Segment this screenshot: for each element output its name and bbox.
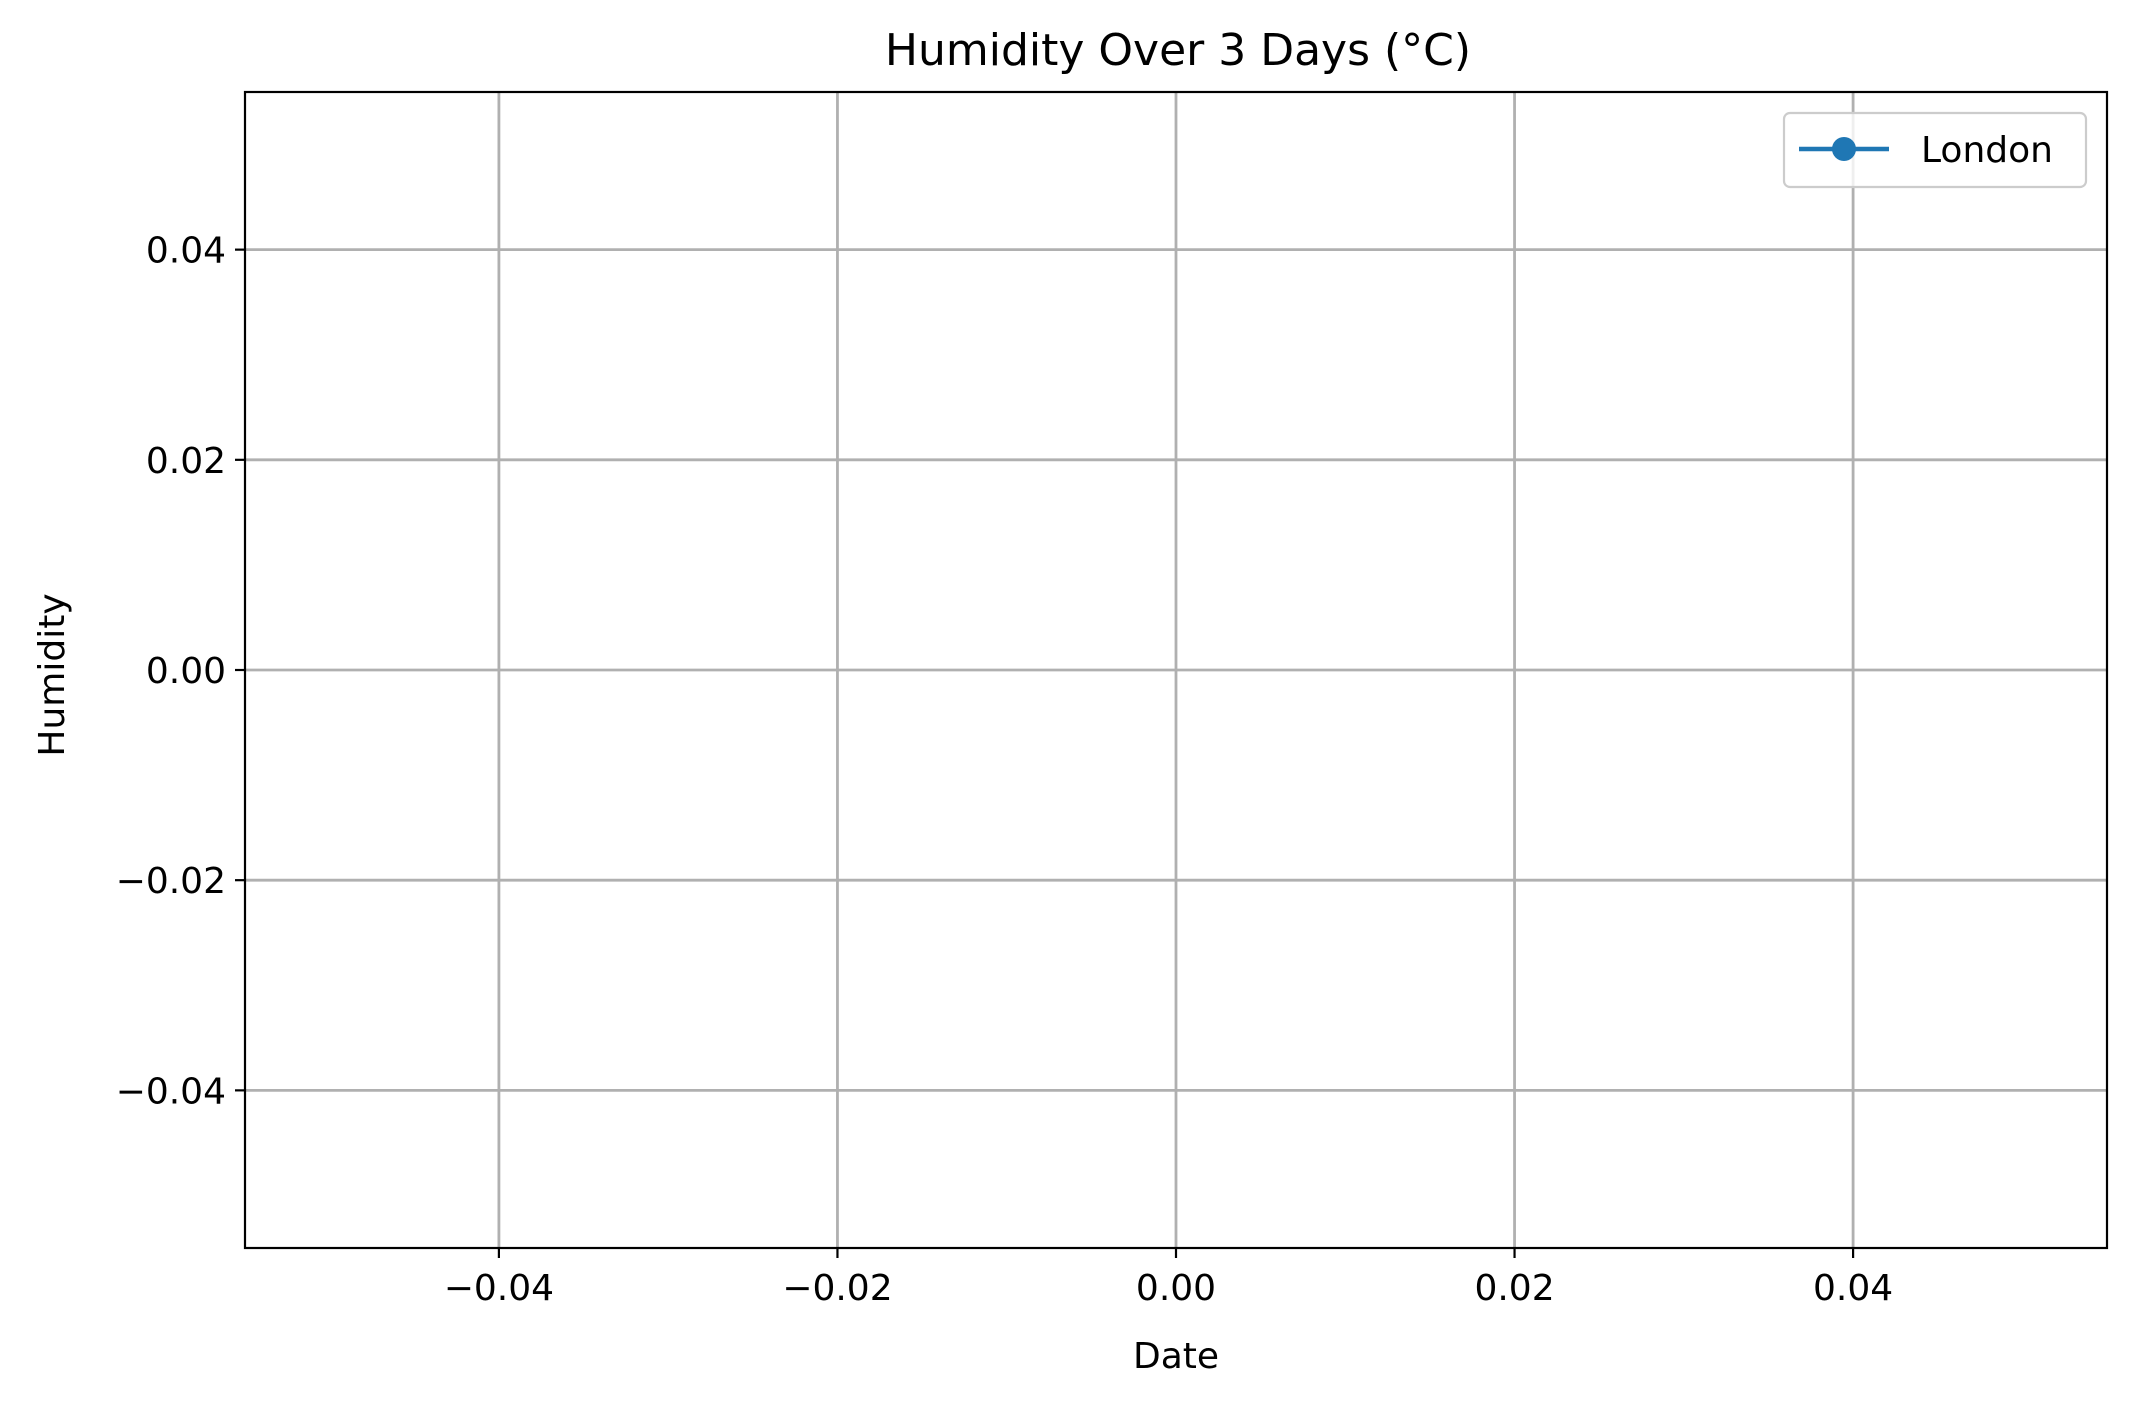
- x-axis-ticks: −0.04 −0.02 0.00 0.02 0.04: [444, 1248, 1893, 1309]
- legend: London: [1782, 111, 2088, 189]
- x-tick-label: 0.04: [1813, 1268, 1893, 1309]
- legend-marker-london: [1832, 137, 1856, 161]
- x-tick-label: 0.02: [1474, 1268, 1554, 1309]
- y-axis-label: Humidity: [32, 593, 73, 756]
- x-axis-label: Date: [1133, 1336, 1219, 1377]
- y-tick-label: 0.04: [146, 231, 226, 272]
- plot-area: [243, 90, 2109, 1250]
- legend-box: [1782, 111, 2088, 189]
- chart-title: Humidity Over 3 Days (°C): [885, 25, 1471, 76]
- x-tick-label: −0.04: [444, 1268, 554, 1309]
- y-axis-ticks: −0.04 −0.02 0.00 0.02 0.04: [116, 231, 245, 1112]
- x-tick-label: −0.02: [782, 1268, 892, 1309]
- legend-label-london: London: [1921, 130, 2053, 171]
- y-tick-label: 0.00: [146, 651, 226, 692]
- y-tick-label: 0.02: [146, 441, 226, 482]
- y-gridlines: [245, 248, 2107, 1092]
- y-tick-label: −0.02: [116, 861, 226, 902]
- x-tick-label: 0.00: [1136, 1268, 1216, 1309]
- y-tick-label: −0.04: [116, 1071, 226, 1112]
